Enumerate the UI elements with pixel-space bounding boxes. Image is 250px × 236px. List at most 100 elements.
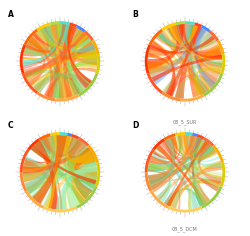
Polygon shape <box>176 135 206 206</box>
Polygon shape <box>203 137 214 147</box>
Polygon shape <box>196 68 222 96</box>
Polygon shape <box>40 139 63 210</box>
Polygon shape <box>188 177 222 210</box>
Polygon shape <box>23 136 53 181</box>
Polygon shape <box>169 26 222 60</box>
Polygon shape <box>148 47 222 72</box>
Polygon shape <box>74 147 94 199</box>
Polygon shape <box>157 33 217 51</box>
Polygon shape <box>148 25 199 56</box>
Polygon shape <box>33 159 96 202</box>
Polygon shape <box>41 136 76 156</box>
Polygon shape <box>28 24 61 48</box>
Polygon shape <box>76 186 98 209</box>
Polygon shape <box>188 135 220 192</box>
Polygon shape <box>60 24 90 48</box>
Polygon shape <box>60 24 94 51</box>
Polygon shape <box>60 21 70 25</box>
Polygon shape <box>50 24 66 98</box>
Polygon shape <box>188 24 206 94</box>
Polygon shape <box>34 61 98 92</box>
Polygon shape <box>36 22 51 31</box>
Polygon shape <box>190 135 210 203</box>
Polygon shape <box>23 139 80 177</box>
Polygon shape <box>168 206 202 212</box>
Polygon shape <box>24 69 82 95</box>
Polygon shape <box>156 141 212 160</box>
Polygon shape <box>25 190 44 209</box>
Polygon shape <box>149 136 196 164</box>
Polygon shape <box>50 132 60 136</box>
Polygon shape <box>55 94 79 101</box>
Polygon shape <box>194 25 222 69</box>
Polygon shape <box>20 149 30 172</box>
Polygon shape <box>23 24 65 56</box>
Polygon shape <box>148 24 184 69</box>
Polygon shape <box>194 22 202 28</box>
Polygon shape <box>67 133 72 137</box>
Polygon shape <box>158 33 209 93</box>
Polygon shape <box>216 40 224 54</box>
Polygon shape <box>192 137 206 207</box>
Polygon shape <box>188 135 220 162</box>
Polygon shape <box>24 135 62 194</box>
Polygon shape <box>60 132 68 135</box>
Polygon shape <box>158 30 222 68</box>
Polygon shape <box>22 136 54 173</box>
Polygon shape <box>22 141 84 174</box>
Polygon shape <box>34 141 57 210</box>
Polygon shape <box>194 141 212 205</box>
Polygon shape <box>175 77 211 99</box>
Polygon shape <box>149 136 178 164</box>
Polygon shape <box>174 24 183 99</box>
Polygon shape <box>169 25 206 45</box>
Polygon shape <box>24 135 64 190</box>
Polygon shape <box>47 136 78 155</box>
Polygon shape <box>39 24 63 44</box>
Polygon shape <box>29 36 64 99</box>
Polygon shape <box>148 139 210 171</box>
Polygon shape <box>25 27 49 52</box>
Polygon shape <box>32 139 50 204</box>
Polygon shape <box>22 46 95 65</box>
Polygon shape <box>30 63 97 88</box>
Polygon shape <box>67 25 92 83</box>
Polygon shape <box>38 133 51 141</box>
Polygon shape <box>151 54 222 82</box>
Polygon shape <box>149 137 176 190</box>
Polygon shape <box>40 138 96 165</box>
Polygon shape <box>167 26 202 97</box>
Polygon shape <box>52 24 84 45</box>
Polygon shape <box>188 160 222 210</box>
Polygon shape <box>68 40 94 97</box>
Polygon shape <box>177 135 208 156</box>
Polygon shape <box>38 135 69 156</box>
Polygon shape <box>150 138 175 190</box>
Polygon shape <box>60 24 84 92</box>
Polygon shape <box>62 135 96 164</box>
Polygon shape <box>184 24 203 98</box>
Polygon shape <box>60 135 88 157</box>
Polygon shape <box>42 27 97 56</box>
Polygon shape <box>171 25 198 44</box>
Polygon shape <box>31 165 98 201</box>
Polygon shape <box>48 135 62 209</box>
Polygon shape <box>198 141 222 185</box>
Polygon shape <box>152 27 206 85</box>
Polygon shape <box>56 162 98 210</box>
Polygon shape <box>65 25 84 93</box>
Polygon shape <box>64 135 97 166</box>
Polygon shape <box>46 135 58 209</box>
Polygon shape <box>161 22 176 31</box>
Polygon shape <box>43 26 68 99</box>
Polygon shape <box>150 178 221 188</box>
Polygon shape <box>203 73 223 97</box>
Polygon shape <box>39 137 93 161</box>
Polygon shape <box>23 159 59 210</box>
Polygon shape <box>194 26 222 75</box>
Polygon shape <box>176 25 203 44</box>
Polygon shape <box>156 25 193 47</box>
Polygon shape <box>44 67 97 97</box>
Polygon shape <box>42 28 87 88</box>
Polygon shape <box>23 57 59 99</box>
